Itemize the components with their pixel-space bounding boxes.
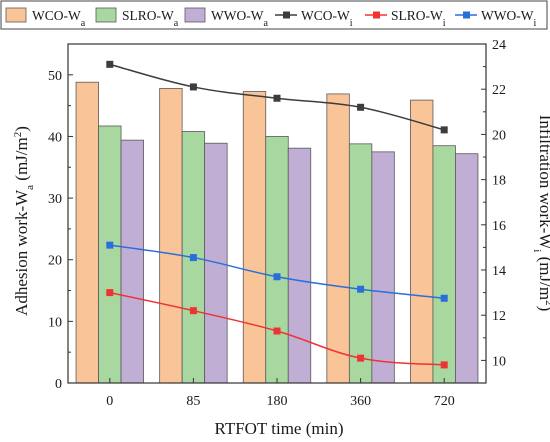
y-axis-left-label: Adhesion work-Wa (mJ/m2) [12, 126, 36, 316]
y-right-tick-label: 24 [492, 38, 506, 53]
point-wco-wi-180 [273, 94, 281, 102]
point-wco-wi-0 [106, 60, 114, 68]
legend-label-wwo-wi: WWO-Wi [481, 8, 536, 29]
x-axis-label: RTFOT time (min) [215, 419, 344, 438]
y-axis-right-label: Infiltration work-Wi (mJ/m2) [531, 115, 550, 311]
bar-wco-wa-360 [326, 93, 350, 384]
x-tick-label: 180 [267, 394, 288, 409]
point-slro-wi-0 [106, 289, 114, 297]
y-right-tick-label: 20 [492, 128, 506, 143]
point-slro-wi-720 [440, 361, 448, 369]
legend-label-wco-wi: WCO-Wi [301, 8, 353, 29]
bar-wwo-wa-0 [120, 139, 144, 384]
point-wwo-wi-0 [106, 241, 114, 249]
point-slro-wi-360 [357, 354, 365, 362]
bar-slro-wa-180 [265, 136, 289, 384]
legend-label-slro-wa: SLRO-Wa [122, 8, 179, 29]
legend-swatch-wco-wa [5, 7, 27, 23]
point-wwo-wi-180 [273, 273, 281, 281]
x-tick-label: 720 [434, 394, 455, 409]
y-left-tick-label: 0 [55, 377, 62, 392]
x-tick-label: 360 [350, 394, 371, 409]
axes: 0 10 20 30 40 50 10 12 14 16 18 20 22 24 0 85 180 360 720 [48, 38, 506, 409]
legend-marker-wco-wi [283, 11, 290, 19]
point-wwo-wi-360 [357, 285, 365, 293]
y-right-tick-label: 10 [492, 354, 506, 369]
legend: WCO-Wa SLRO-Wa WWO-Wa WCO-Wi SLRO-Wi WWO-Wi [0, 0, 548, 30]
point-wwo-wi-720 [440, 294, 448, 302]
y-right-tick-label: 18 [492, 174, 506, 189]
y-right-tick-label: 22 [492, 83, 506, 98]
bar-layer [75, 81, 479, 384]
bar-wwo-wa-720 [455, 153, 479, 384]
point-wco-wi-360 [357, 103, 365, 111]
y-right-tick-label: 14 [492, 264, 506, 279]
y-left-tick-label: 10 [48, 315, 62, 330]
point-wco-wi-85 [189, 83, 197, 91]
y-right-tick-label: 16 [492, 219, 506, 234]
x-tick-label: 85 [186, 394, 200, 409]
legend-label-slro-wi: SLRO-Wi [391, 8, 446, 29]
bar-wwo-wa-180 [287, 147, 312, 384]
x-tick-label: 0 [106, 394, 113, 409]
point-wwo-wi-85 [189, 254, 197, 262]
legend-marker-slro-wi [373, 11, 380, 19]
bar-slro-wa-720 [432, 145, 456, 384]
bar-slro-wa-360 [348, 143, 373, 384]
point-slro-wi-180 [273, 327, 281, 335]
legend-swatch-slro-wa [95, 7, 117, 23]
y-right-tick-label: 12 [492, 309, 506, 324]
y-left-tick-label: 30 [48, 192, 62, 207]
y-left-tick-label: 50 [48, 69, 62, 84]
bar-slro-wa-0 [98, 125, 122, 384]
point-wco-wi-720 [440, 126, 448, 134]
bar-wwo-wa-360 [371, 151, 395, 384]
point-slro-wi-85 [189, 307, 197, 315]
y-left-tick-label: 20 [48, 254, 62, 269]
legend-label-wco-wa: WCO-Wa [32, 8, 86, 29]
bar-wco-wa-0 [75, 81, 99, 384]
legend-label-wwo-wa: WWO-Wa [211, 8, 268, 29]
line-layer [106, 60, 448, 369]
bar-wco-wa-85 [159, 87, 183, 384]
legend-swatch-wwo-wa [184, 7, 206, 23]
bar-wco-wa-720 [410, 99, 434, 384]
bar-wco-wa-180 [242, 91, 267, 384]
legend-marker-wwo-wi [463, 11, 470, 19]
y-left-tick-label: 40 [48, 130, 62, 145]
